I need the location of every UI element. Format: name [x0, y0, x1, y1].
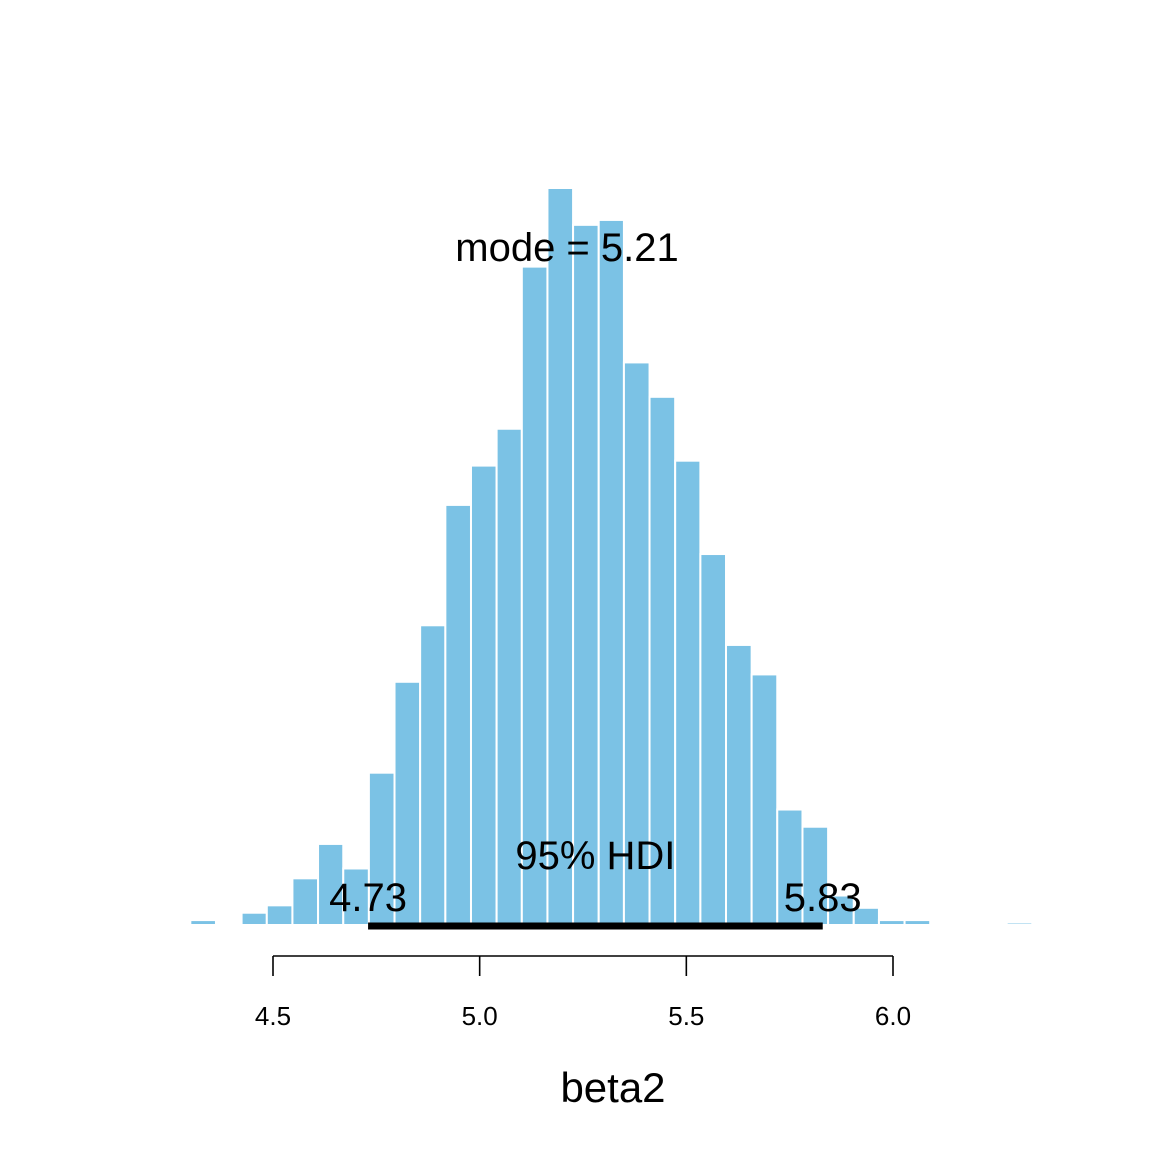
hdi-low-label: 4.73	[329, 876, 407, 920]
histogram-bar	[699, 553, 728, 926]
histogram-bar	[240, 911, 268, 927]
histogram-bar	[317, 842, 345, 926]
hdi-label: 95% HDI	[515, 834, 675, 878]
histogram-bar	[903, 919, 932, 927]
histogram-bar	[776, 808, 804, 927]
histogram-bar	[725, 643, 753, 926]
histogram-bar	[750, 673, 779, 926]
histogram-bar	[674, 459, 702, 926]
histogram-bar	[265, 904, 294, 927]
x-ticks: 4.5 5.0 5.5 6.0	[255, 956, 911, 1031]
histogram-bar	[342, 867, 370, 926]
x-tick-label: 6.0	[875, 1001, 911, 1031]
histogram-bar	[444, 503, 472, 926]
histogram-bar	[1005, 921, 1034, 927]
histogram-bar	[597, 218, 625, 927]
histogram-bar	[622, 361, 651, 926]
hdi-high-label: 5.83	[784, 876, 862, 920]
x-tick-label: 5.0	[462, 1001, 498, 1031]
x-tick-label: 4.5	[255, 1001, 291, 1031]
histogram-bar	[572, 223, 600, 927]
histogram-bar	[877, 919, 906, 927]
histogram-bar	[469, 464, 498, 926]
histogram-bar	[546, 187, 575, 926]
histogram-bar	[419, 624, 447, 927]
histogram-bars	[189, 187, 1034, 927]
histogram-bar	[189, 919, 217, 927]
x-axis-title: beta2	[560, 1064, 665, 1111]
mode-label: mode = 5.21	[455, 226, 679, 270]
histogram-bar	[827, 894, 855, 927]
histogram-bar	[291, 877, 320, 926]
histogram-bar	[520, 265, 549, 926]
histogram-bar	[852, 906, 880, 927]
x-tick-label: 5.5	[668, 1001, 704, 1031]
x-axis: 4.5 5.0 5.5 6.0	[255, 955, 911, 1031]
